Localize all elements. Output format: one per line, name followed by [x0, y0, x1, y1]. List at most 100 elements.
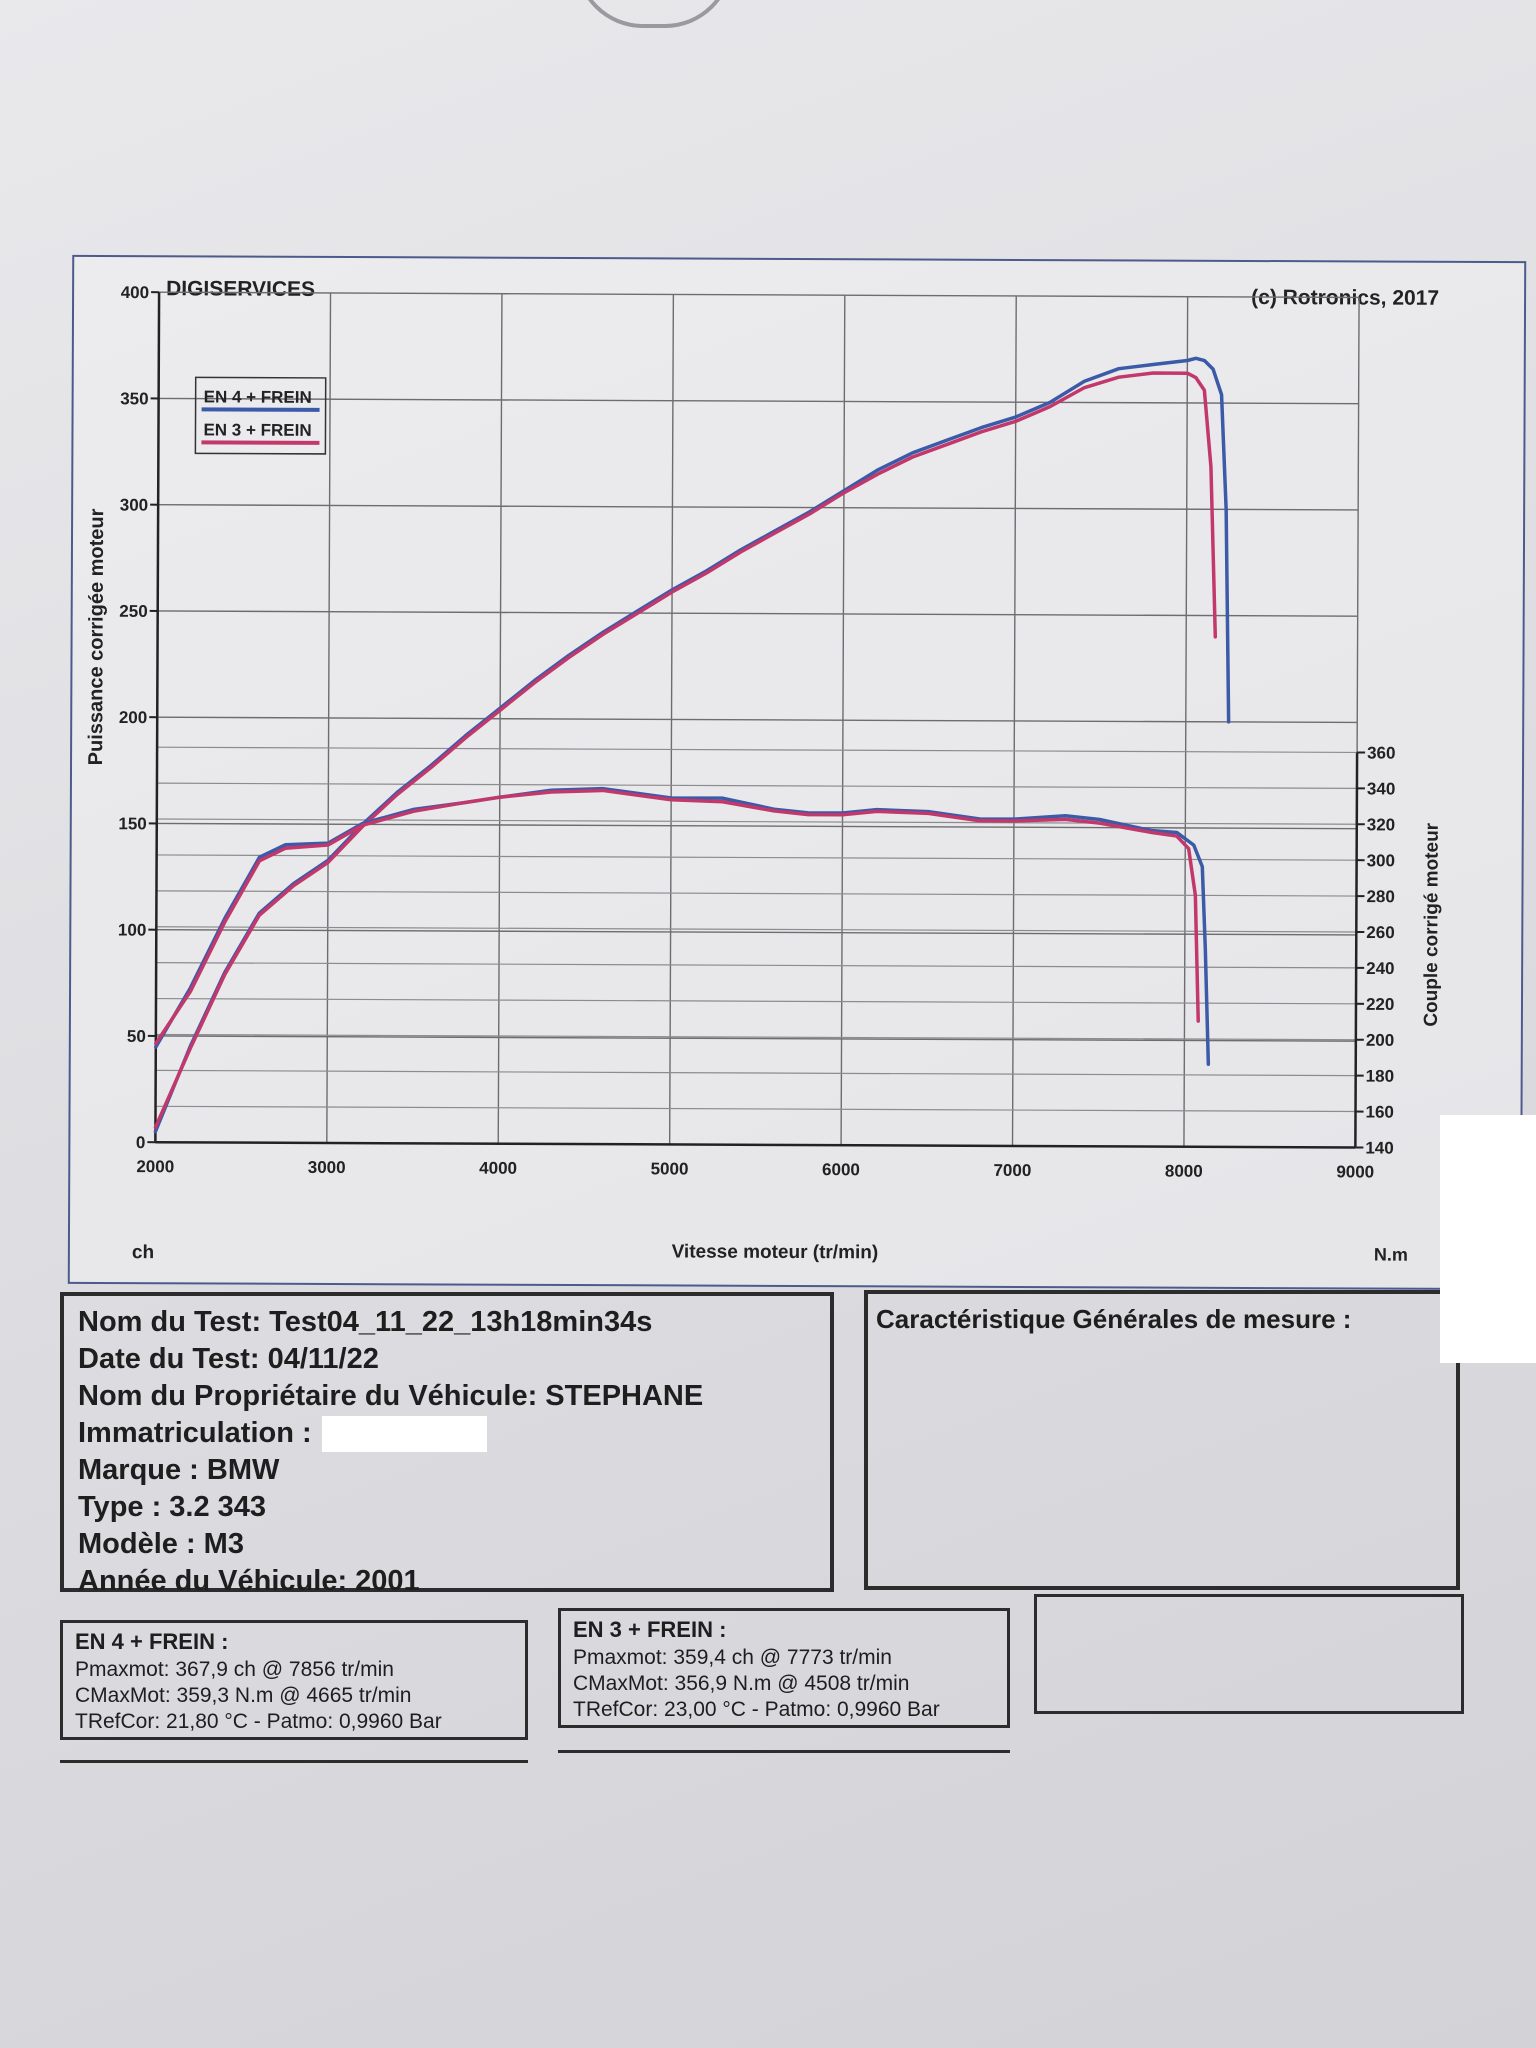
vehicle-brand: Marque : BMW	[78, 1454, 280, 1487]
vehicle-model: Modèle : M3	[78, 1528, 244, 1561]
result-tref: TRefCor: 23,00 °C - Patmo: 0,9960 Bar	[573, 1698, 940, 1721]
test-name: Nom du Test: Test04_11_22_13h18min34s	[78, 1306, 653, 1338]
x-axis-line	[155, 1140, 1356, 1149]
result-underline	[60, 1760, 528, 1763]
y-tick-label: 250	[119, 602, 147, 621]
y2-grid-line	[156, 890, 1357, 897]
test-info-box: Nom du Test: Test04_11_22_13h18min34s Da…	[60, 1292, 834, 1597]
y-tick-label: 300	[120, 496, 148, 515]
legend-line-2	[201, 440, 320, 445]
result-cmax: CMaxMot: 359,3 N.m @ 4665 tr/min	[75, 1684, 412, 1707]
y-tick-label: 150	[118, 814, 146, 833]
y-tick-label: 400	[121, 283, 149, 302]
paper-edge-arc	[575, 0, 733, 28]
result-title: EN 4 + FREIN :	[75, 1629, 229, 1654]
x-tick-label: 2000	[136, 1157, 174, 1176]
result-box-en4: EN 4 + FREIN : Pmaxmot: 367,9 ch @ 7856 …	[60, 1620, 528, 1740]
y2-tick-label: 360	[1367, 743, 1395, 762]
x-tick-label: 7000	[993, 1161, 1031, 1180]
y-axis-line	[154, 292, 161, 1143]
y2-grid-line	[155, 1069, 1356, 1077]
y2-grid-line	[156, 997, 1356, 1005]
measurement-characteristics-box: Caractéristique Générales de mesure :	[864, 1290, 1460, 1590]
owner-name: Nom du Propriétaire du Véhicule: STEPHAN…	[78, 1380, 704, 1412]
y2-tick-label: 160	[1365, 1103, 1393, 1122]
y-tick-label: 200	[119, 708, 147, 727]
y2-tick-label: 300	[1367, 851, 1395, 870]
result-pmax: Pmaxmot: 367,9 ch @ 7856 tr/min	[75, 1658, 394, 1681]
y2-axis-label: Couple corrigé moteur	[1421, 822, 1443, 1026]
result-title: EN 3 + FREIN :	[573, 1617, 727, 1642]
vehicle-type: Type : 3.2 343	[78, 1491, 267, 1524]
white-sticker	[1440, 1115, 1536, 1363]
y2-tick-label: 220	[1366, 995, 1394, 1014]
chart-axes	[147, 291, 1366, 1149]
x-tick-label: 6000	[822, 1160, 860, 1179]
x-tick-label: 9000	[1336, 1162, 1374, 1181]
x-axis-label: Vitesse moteur (tr/min)	[672, 1241, 879, 1263]
empty-result-box	[1034, 1594, 1464, 1714]
y-tick-label: 0	[136, 1133, 146, 1152]
torque-grid	[155, 746, 1358, 1113]
y2-tick-label: 200	[1366, 1031, 1394, 1050]
y-tick-label: 50	[127, 1027, 146, 1046]
plate-redaction	[321, 1416, 487, 1453]
x-tick-label: 4000	[479, 1159, 517, 1178]
x-tick-label: 8000	[1165, 1162, 1203, 1181]
series-line-power-en3	[153, 371, 1218, 1130]
y2-grid-line	[155, 1105, 1356, 1113]
y-grid-line	[155, 1035, 1356, 1042]
legend: EN 4 + FREIN EN 3 + FREIN	[194, 376, 327, 455]
y2-grid-line	[157, 746, 1358, 754]
y-tick-label: 350	[120, 389, 148, 408]
y2-axis-line	[1354, 752, 1359, 1148]
x-tick-label: 5000	[651, 1159, 689, 1178]
chart-frame: DIGISERVICES (c) Rotronics, 2017 2000 300…	[67, 254, 1527, 1291]
y-grid-line	[157, 716, 1358, 724]
legend-line-1	[201, 407, 320, 412]
y2-tick-label: 180	[1366, 1067, 1394, 1086]
y2-grid-line	[156, 926, 1357, 933]
y-grid-line	[157, 610, 1358, 617]
legend-label-2: EN 3 + FREIN	[203, 420, 311, 439]
y2-unit-label: N.m	[1374, 1245, 1408, 1265]
y2-tick-label: 320	[1367, 815, 1395, 834]
legend-box	[194, 376, 327, 455]
y2-tick-label: 280	[1366, 887, 1394, 906]
result-box-en3: EN 3 + FREIN : Pmaxmot: 359,4 ch @ 7773 …	[558, 1608, 1010, 1728]
y2-grid-line	[155, 1033, 1356, 1041]
y2-tick-label: 140	[1365, 1138, 1393, 1157]
dyno-chart: DIGISERVICES (c) Rotronics, 2017 2000 300…	[85, 277, 1443, 1265]
y-axis-label: Puissance corrigée moteur	[85, 508, 108, 765]
company-label: DIGISERVICES	[166, 277, 315, 301]
y2-tick-label: 260	[1366, 923, 1394, 942]
series-line-torque-en4	[154, 786, 1211, 1066]
y2-tick-label: 240	[1366, 959, 1394, 978]
test-date: Date du Test: 04/11/22	[78, 1343, 379, 1375]
vehicle-year: Année du Véhicule: 2001	[78, 1565, 420, 1598]
y2-grid-line	[156, 818, 1357, 825]
series-lines	[153, 356, 1231, 1134]
result-underline	[558, 1750, 1010, 1753]
x-tick-label: 3000	[308, 1158, 346, 1177]
y-grid-line	[158, 397, 1359, 405]
y2-grid-line	[156, 782, 1357, 789]
plate-label: Immatriculation :	[78, 1417, 312, 1449]
y-grid-line	[156, 822, 1357, 830]
y2-tick-label: 340	[1367, 779, 1395, 798]
chart-grid	[155, 291, 1360, 1148]
result-pmax: Pmaxmot: 359,4 ch @ 7773 tr/min	[573, 1646, 892, 1669]
y2-grid-line	[156, 962, 1357, 969]
plate-row: Immatriculation :	[78, 1415, 816, 1453]
result-cmax: CMaxMot: 356,9 N.m @ 4508 tr/min	[573, 1672, 910, 1695]
characteristics-title: Caractéristique Générales de mesure :	[876, 1304, 1352, 1334]
result-tref: TRefCor: 21,80 °C - Patmo: 0,9960 Bar	[75, 1710, 442, 1733]
y-grid-line	[159, 291, 1360, 299]
y-tick-label: 100	[118, 921, 146, 940]
tick-labels: 2000 3000 4000 5000 6000 7000 8000 9000 0 50 100 15…	[118, 283, 1396, 1181]
y-grid-line	[158, 504, 1359, 511]
x-unit-label: ch	[132, 1242, 154, 1263]
legend-label-1: EN 4 + FREIN	[204, 387, 312, 406]
series-line-power-en4	[153, 356, 1231, 1134]
series-line-torque-en3	[154, 788, 1200, 1046]
